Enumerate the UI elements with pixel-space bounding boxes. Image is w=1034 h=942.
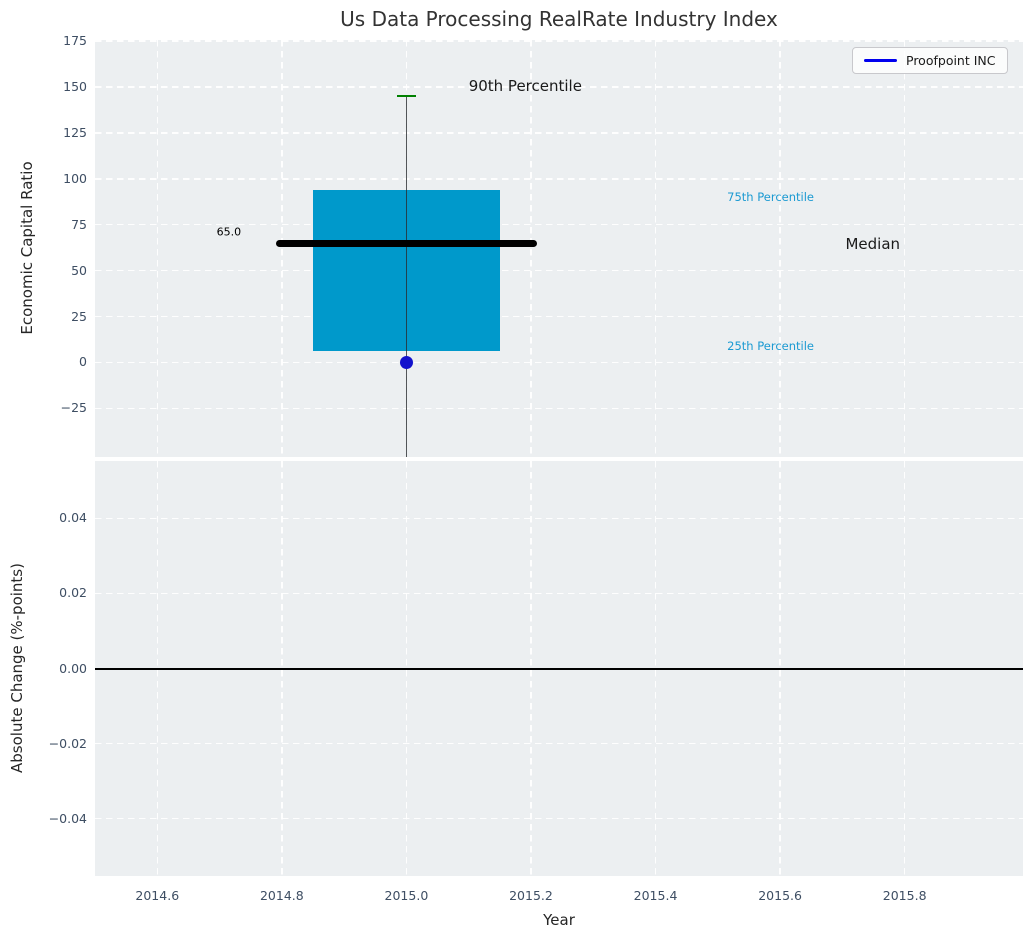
h-gridline — [95, 361, 1023, 364]
v-gridline — [903, 40, 906, 457]
h-gridline — [95, 178, 1023, 180]
x-axis-label: Year — [543, 911, 575, 929]
annotation-65-0: 65.0 — [216, 225, 242, 239]
h-gridline — [95, 315, 1023, 318]
y-tick-label: 125 — [63, 124, 87, 140]
y-tick-label: −0.04 — [48, 810, 87, 826]
x-tick-label: 2014.8 — [259, 888, 304, 903]
y-tick-label: −0.02 — [48, 735, 87, 751]
v-gridline — [654, 40, 657, 457]
annotation-75th-percentile: 75th Percentile — [727, 190, 814, 205]
company-data-point — [399, 355, 413, 369]
legend-label: Proofpoint INC — [906, 53, 996, 68]
annotation-median: Median — [845, 235, 901, 253]
y-tick-label: −25 — [60, 400, 87, 416]
y-tick-label: 75 — [71, 216, 87, 232]
v-gridline — [779, 40, 781, 457]
y-tick-label: 0.02 — [59, 585, 87, 601]
y-tick-label: 175 — [63, 33, 87, 49]
y-tick-label: 25 — [71, 308, 87, 324]
whisker-cap-90th — [397, 94, 416, 98]
h-gridline — [95, 86, 1023, 88]
median-line — [275, 239, 538, 247]
zero-line — [95, 667, 1023, 670]
h-gridline — [95, 40, 1023, 42]
h-gridline — [95, 817, 1023, 820]
legend: Proofpoint INC — [852, 47, 1008, 74]
legend-line-sample — [864, 58, 897, 63]
top-plot-area: 65.0 90th Percentile 75th Percentile Median… — [95, 40, 1023, 457]
h-gridline — [95, 223, 1023, 226]
y-tick-label: 50 — [71, 262, 87, 278]
x-tick-label: 2015.4 — [633, 888, 678, 903]
whisker-line — [405, 96, 408, 457]
h-gridline — [95, 407, 1023, 410]
y-tick-label: 100 — [63, 170, 87, 186]
annotation-25th-percentile: 25th Percentile — [727, 338, 814, 353]
v-gridline — [530, 40, 532, 457]
x-tick-label: 2015.2 — [509, 888, 553, 903]
v-gridline — [156, 40, 159, 457]
h-gridline — [95, 269, 1023, 272]
x-tick-label: 2014.6 — [135, 888, 180, 903]
h-gridline — [95, 517, 1023, 520]
v-gridline — [281, 40, 283, 457]
annotation-90th-percentile: 90th Percentile — [468, 77, 582, 96]
x-tick-label: 2015.8 — [882, 888, 927, 903]
y-tick-label: 0.00 — [59, 660, 87, 676]
y-tick-label: 0 — [79, 354, 87, 370]
y-tick-label: 0.04 — [59, 510, 87, 526]
chart-title: Us Data Processing RealRate Industry Ind… — [340, 7, 778, 31]
x-tick-label: 2015.0 — [384, 888, 429, 903]
bottom-plot-area — [95, 461, 1023, 876]
x-tick-label: 2015.6 — [758, 888, 802, 903]
h-gridline — [95, 592, 1023, 595]
h-gridline — [95, 742, 1023, 745]
y-tick-label: 150 — [63, 79, 87, 94]
h-gridline — [95, 132, 1023, 134]
